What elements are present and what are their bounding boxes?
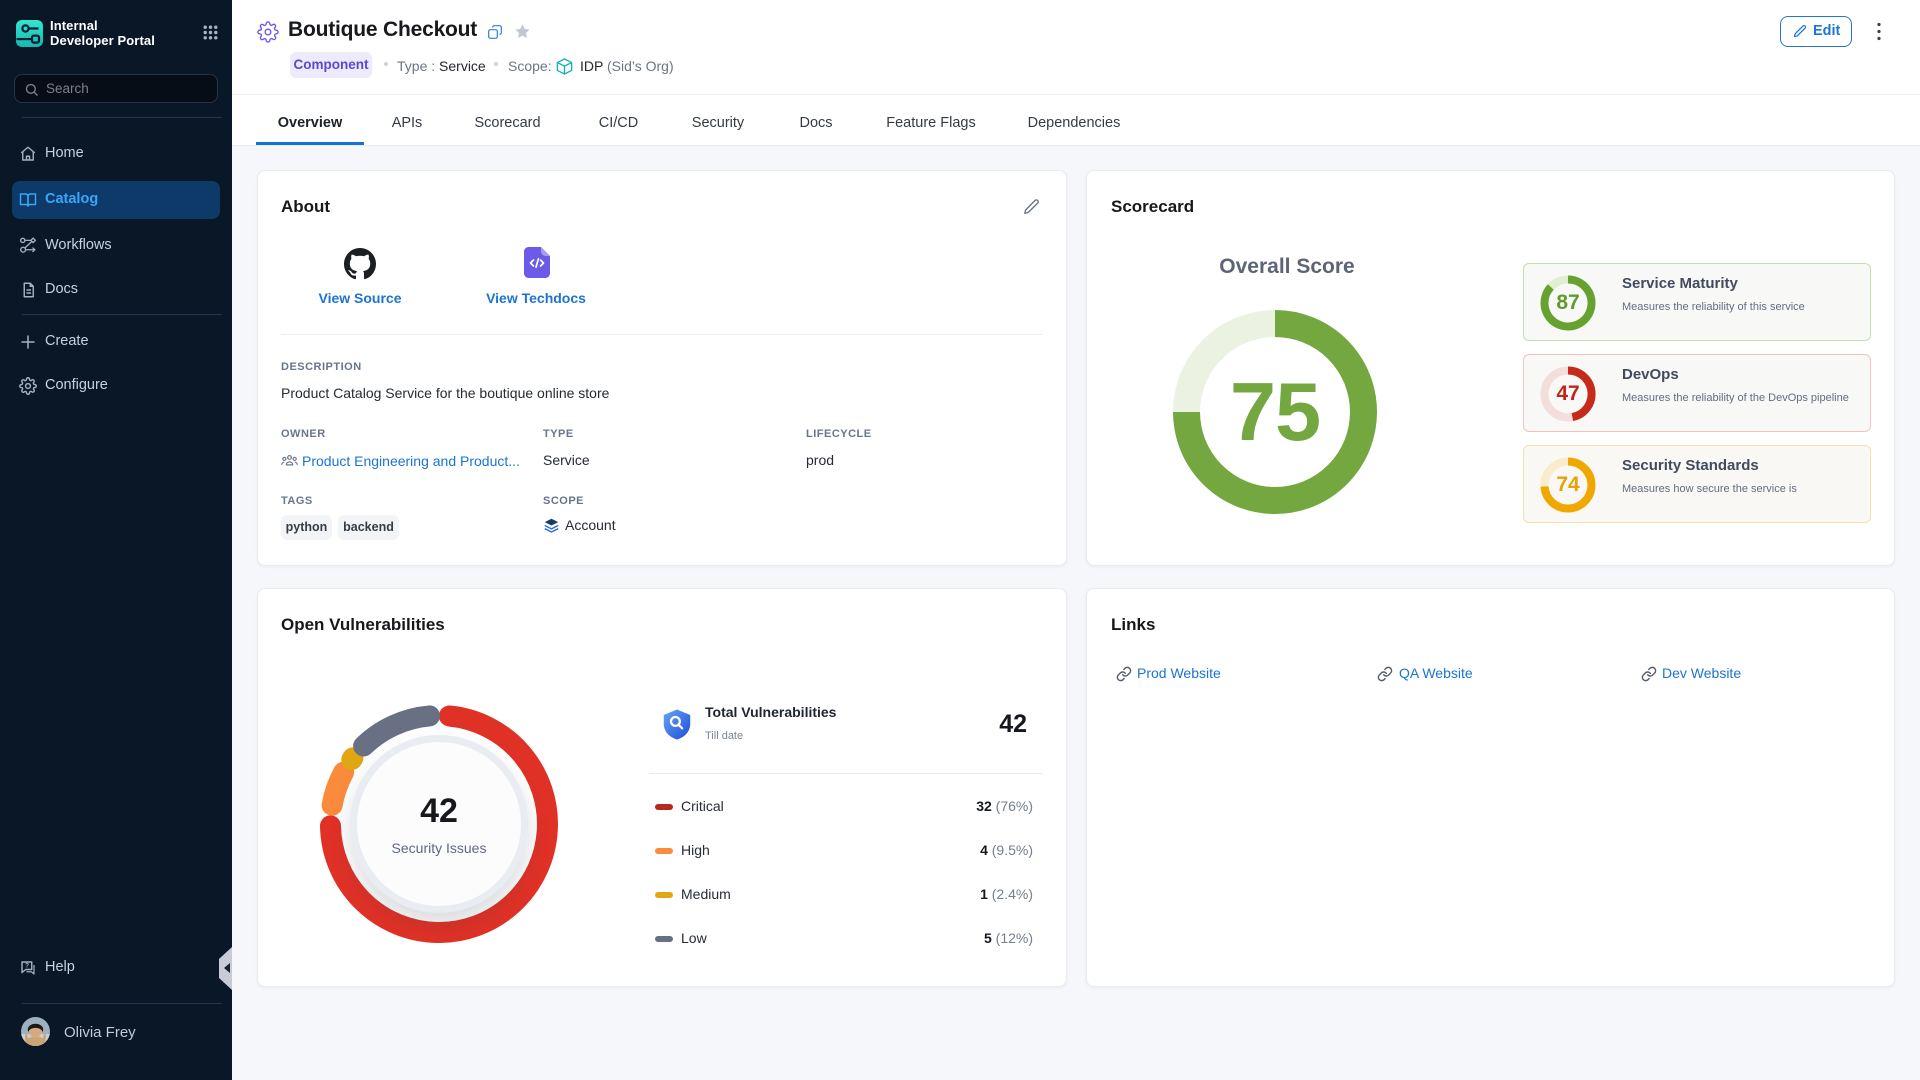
svg-text:?: ? bbox=[25, 963, 29, 970]
